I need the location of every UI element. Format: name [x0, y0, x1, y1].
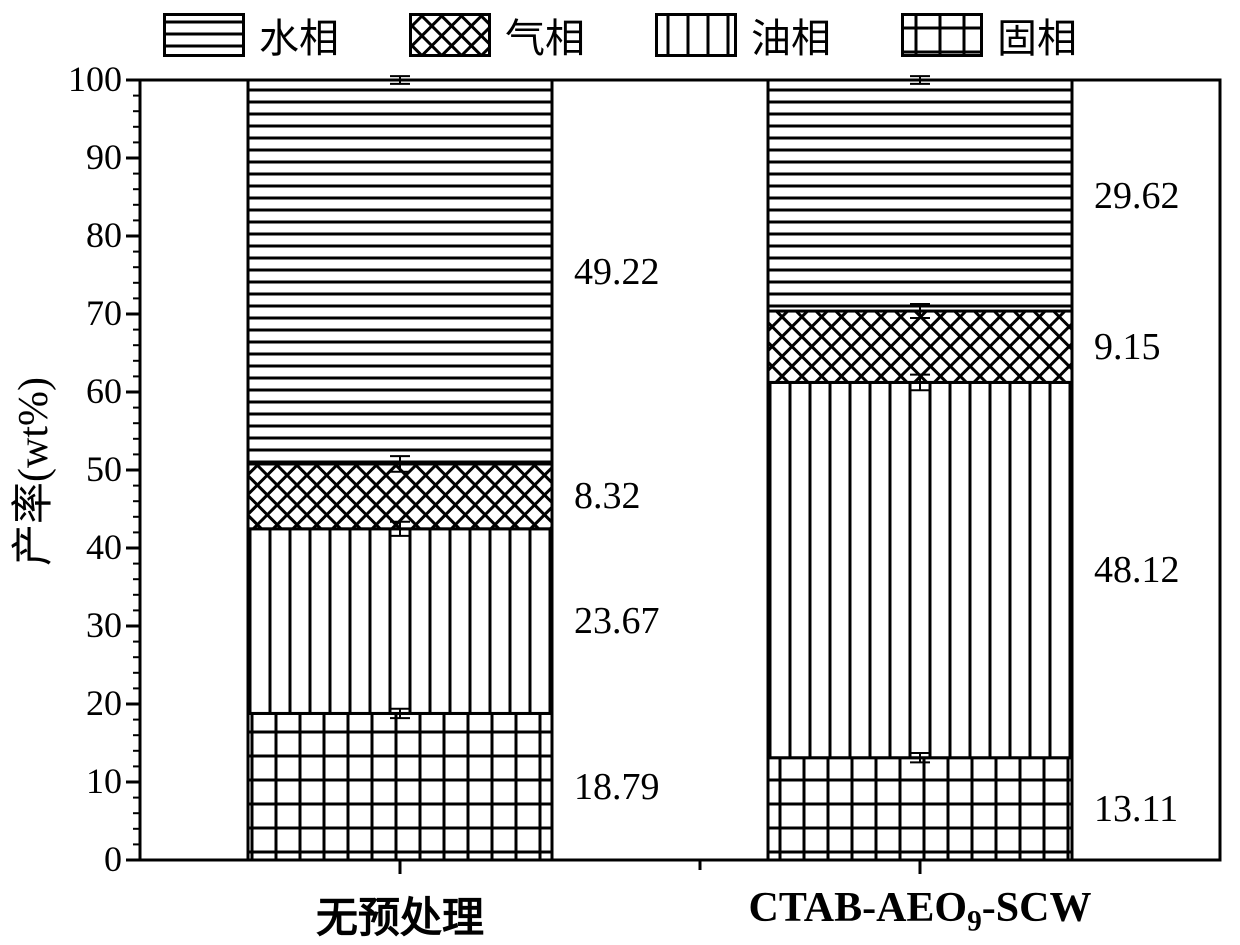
bar-segment: [768, 382, 1072, 757]
y-tick-label: 30: [62, 604, 122, 646]
segment-value-label: 18.79: [574, 765, 660, 809]
legend-swatch: [901, 13, 983, 57]
bar-segment: [248, 529, 552, 714]
bar-segment: [768, 311, 1072, 382]
y-tick-label: 100: [62, 58, 122, 100]
y-tick-label: 0: [62, 838, 122, 880]
legend-swatch: [409, 13, 491, 57]
segment-value-label: 9.15: [1094, 325, 1161, 369]
legend-item: 气相: [409, 6, 585, 64]
y-tick-label: 70: [62, 292, 122, 334]
segment-value-label: 49.22: [574, 250, 660, 294]
legend-label: 水相: [259, 6, 339, 64]
bar-segment: [248, 80, 552, 464]
bar-segment: [768, 758, 1072, 860]
segment-value-label: 13.11: [1094, 787, 1178, 831]
legend-item: 固相: [901, 6, 1077, 64]
legend-swatch: [655, 13, 737, 57]
segment-value-label: 48.12: [1094, 548, 1180, 592]
y-tick-label: 60: [62, 370, 122, 412]
legend-item: 油相: [655, 6, 831, 64]
segment-value-label: 23.67: [574, 599, 660, 643]
y-axis-label-container: 产率(wt%): [4, 0, 54, 942]
legend-swatch: [163, 13, 245, 57]
y-tick-label: 80: [62, 214, 122, 256]
bar-segment: [248, 713, 552, 860]
bar-segment: [768, 80, 1072, 311]
y-tick-label: 90: [62, 136, 122, 178]
y-axis-label: 产率(wt%): [0, 377, 60, 566]
segment-value-label: 29.62: [1094, 174, 1180, 218]
y-tick-label: 20: [62, 682, 122, 724]
y-tick-label: 40: [62, 526, 122, 568]
x-category-label: 无预处理: [200, 884, 600, 945]
y-tick-label: 10: [62, 760, 122, 802]
x-category-label: CTAB-AEO9-SCW: [720, 884, 1120, 938]
legend-label: 固相: [997, 6, 1077, 64]
segment-value-label: 8.32: [574, 474, 641, 518]
legend: 水相 气相 油相 固相: [0, 6, 1240, 64]
chart-container: 水相 气相 油相 固相 产率(wt%) 0 10 20 30 40 50 60 70 80 90 100 1…: [0, 0, 1240, 942]
y-tick-label: 50: [62, 448, 122, 490]
legend-label: 气相: [505, 6, 585, 64]
bar-segment: [248, 464, 552, 529]
legend-item: 水相: [163, 6, 339, 64]
legend-label: 油相: [751, 6, 831, 64]
